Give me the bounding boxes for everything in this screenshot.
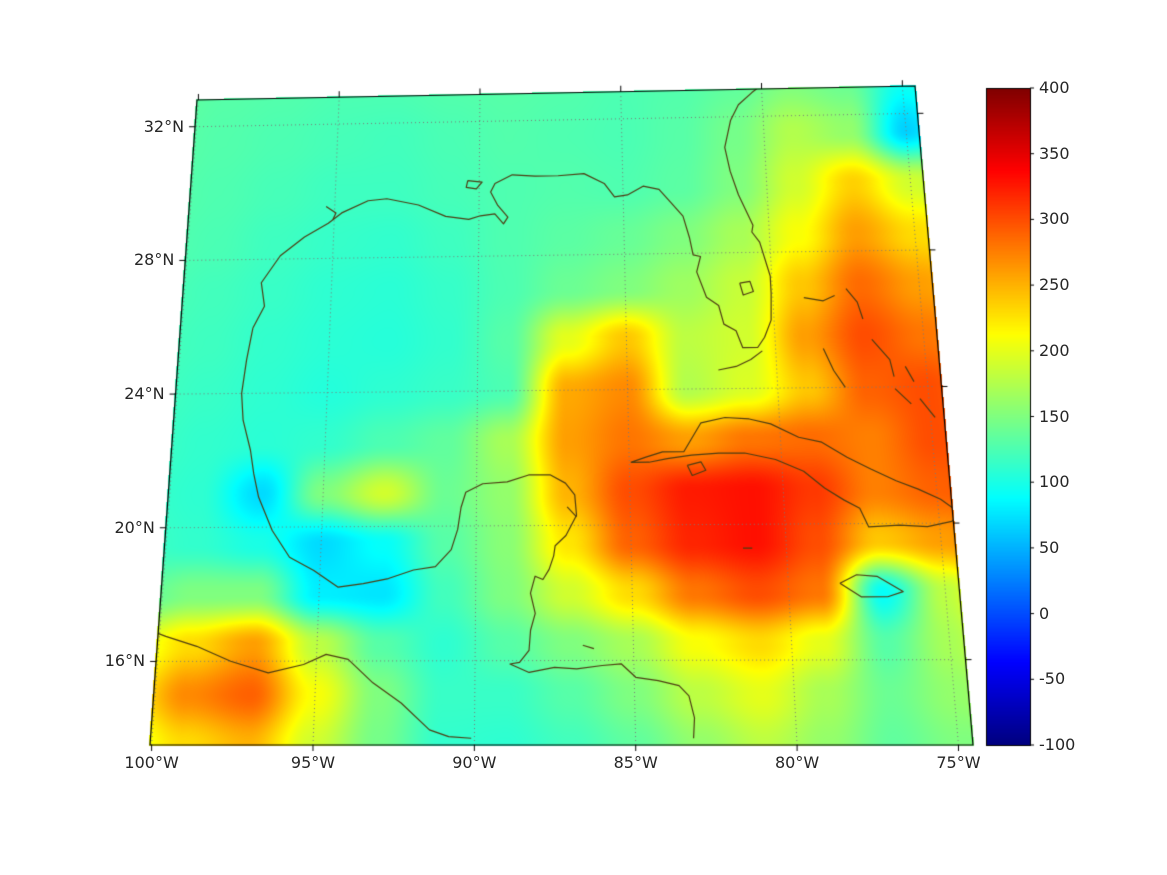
colorbar-tick-label-250: 250 bbox=[1039, 275, 1070, 295]
colorbar-tick-label-neg100: -100 bbox=[1039, 735, 1076, 754]
colorbar-tick-label-0: 0 bbox=[1039, 603, 1050, 623]
lat-tick-label-32n: 32°N bbox=[143, 116, 185, 136]
colorbar-tick-label-100: 100 bbox=[1039, 472, 1070, 492]
lat-tick-label-28n: 28°N bbox=[133, 250, 175, 270]
lon-tick-label-100w: 100°W bbox=[124, 753, 179, 772]
lon-tick-label-95w: 95°W bbox=[290, 753, 336, 772]
lat-tick-label-20n: 20°N bbox=[114, 517, 155, 537]
lat-tick-label-24n: 24°N bbox=[124, 384, 165, 404]
colorbar-tick-label-350: 350 bbox=[1039, 143, 1070, 163]
colorbar-tick-label-300: 300 bbox=[1039, 209, 1070, 229]
colorbar-tick-label-200: 200 bbox=[1039, 340, 1070, 360]
lat-tick-label-16n: 16°N bbox=[104, 651, 146, 671]
lon-tick-label-80w: 80°W bbox=[775, 753, 820, 772]
lon-tick-label-85w: 85°W bbox=[613, 753, 658, 772]
colorbar bbox=[986, 88, 1030, 745]
lon-tick-label-75w: 75°W bbox=[936, 753, 981, 772]
lon-tick-label-90w: 90°W bbox=[452, 753, 497, 772]
colorbar-tick-label-neg50: -50 bbox=[1039, 669, 1066, 689]
map-plot-area bbox=[150, 86, 973, 745]
colorbar-tick-label-150: 150 bbox=[1039, 406, 1070, 426]
colorbar-tick-label-50: 50 bbox=[1039, 537, 1060, 557]
colorbar-tick-label-400: 400 bbox=[1039, 78, 1070, 97]
